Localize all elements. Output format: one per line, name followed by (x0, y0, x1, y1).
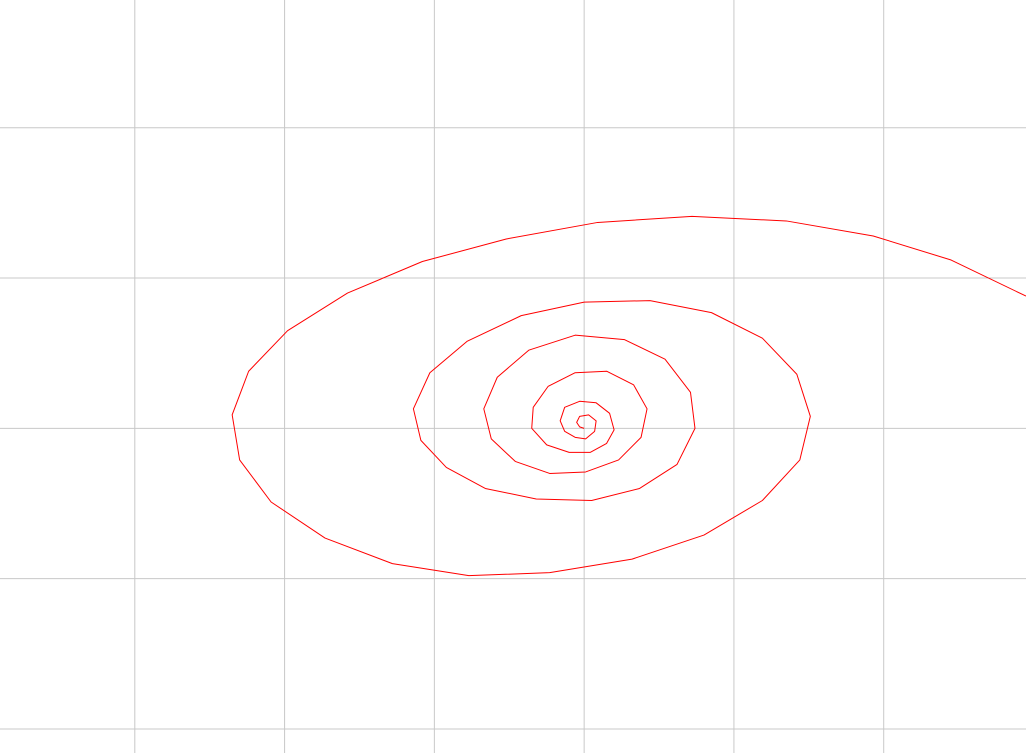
spiral-series-line (232, 216, 1026, 575)
series-layer (232, 216, 1026, 575)
